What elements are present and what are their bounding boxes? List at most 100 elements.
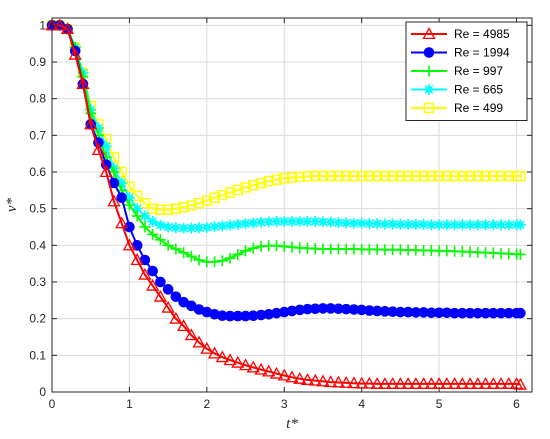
asterisk-d2 — [279, 217, 289, 226]
asterisk-d2 — [349, 218, 359, 228]
data-point — [246, 360, 260, 373]
data-point — [271, 174, 282, 185]
asterisk-d2 — [442, 220, 452, 230]
data-point — [254, 362, 268, 375]
asterisk-d2 — [516, 220, 525, 230]
data-point — [116, 192, 127, 203]
asterisk-d2 — [365, 219, 374, 229]
data-point — [394, 218, 406, 230]
x-axis-label: t* — [286, 416, 298, 432]
data-point — [418, 170, 429, 182]
data-point — [471, 377, 485, 389]
data-point — [162, 221, 174, 233]
y-tick-label: 0.1 — [29, 348, 46, 362]
x-tick-label: 5 — [436, 397, 443, 411]
asterisk-d2 — [481, 220, 490, 230]
x-tick-label: 2 — [203, 397, 210, 411]
data-point — [379, 218, 391, 230]
data-point — [494, 377, 508, 389]
data-point — [232, 249, 244, 260]
data-point — [122, 238, 137, 251]
data-point — [139, 221, 151, 233]
asterisk-d2 — [504, 220, 514, 230]
data-point — [147, 265, 158, 277]
data-point — [379, 170, 391, 182]
data-point — [293, 371, 307, 384]
data-point — [162, 284, 174, 295]
data-point — [201, 195, 213, 206]
data-point — [162, 239, 174, 251]
asterisk-d2 — [295, 217, 305, 226]
data-point — [449, 170, 460, 182]
data-point — [393, 377, 407, 389]
data-point — [240, 245, 252, 257]
x-tick-label: 0 — [49, 397, 56, 411]
asterisk-d2 — [424, 85, 434, 94]
data-point — [286, 216, 298, 227]
data-point — [193, 197, 205, 209]
data-point — [123, 199, 135, 211]
data-point — [286, 172, 298, 183]
data-point — [486, 377, 500, 389]
asterisk-d2 — [272, 217, 281, 226]
asterisk-d2 — [264, 217, 274, 227]
data-point — [124, 221, 135, 233]
asterisk-d2 — [496, 220, 506, 230]
x-tick-label: 1 — [126, 397, 133, 411]
data-point — [362, 376, 377, 389]
data-point — [147, 216, 159, 227]
y-tick-label: 0.9 — [29, 55, 46, 69]
data-point — [457, 170, 468, 182]
asterisk-d2 — [357, 218, 367, 228]
data-point — [364, 170, 375, 182]
x-tick-label: 3 — [281, 397, 288, 411]
data-point — [410, 170, 422, 182]
asterisk-d2 — [202, 223, 212, 232]
asterisk-d2 — [210, 222, 219, 231]
data-point — [262, 364, 276, 377]
data-point — [138, 267, 152, 280]
data-point — [223, 353, 237, 366]
legend-marker — [423, 65, 435, 77]
series-layer — [45, 18, 527, 390]
data-point — [240, 182, 251, 193]
data-point — [207, 346, 222, 359]
data-point — [487, 219, 499, 231]
data-point — [209, 256, 221, 268]
data-point — [464, 170, 476, 182]
legend-label: Re = 1994 — [454, 46, 510, 60]
y-tick-label: 0.3 — [29, 275, 46, 289]
legend-label: Re = 997 — [454, 64, 503, 78]
data-point — [325, 170, 336, 182]
y-tick-label: 1 — [39, 18, 46, 32]
data-point — [53, 18, 67, 31]
data-point — [185, 222, 197, 234]
x-tick-label: 4 — [358, 397, 365, 411]
data-point — [395, 170, 406, 182]
data-point — [177, 319, 191, 332]
data-point — [154, 234, 166, 246]
asterisk-d2 — [233, 220, 243, 229]
asterisk-d2 — [419, 220, 428, 229]
legend-marker — [423, 84, 435, 95]
data-point — [248, 179, 259, 191]
data-point — [371, 170, 383, 182]
data-point — [153, 289, 167, 302]
ticks: 0 1 2 3 4 5 6 0 0.1 0.2 0.3 0.4 0.5 0.6 0.7 0.8 0.9 1 — [29, 18, 532, 411]
data-point — [60, 22, 75, 35]
data-point — [340, 170, 352, 182]
data-point — [347, 376, 361, 389]
data-point — [409, 377, 423, 389]
data-point — [263, 175, 274, 187]
asterisk-d2 — [194, 223, 204, 233]
data-point — [68, 47, 82, 60]
data-point — [217, 189, 228, 201]
data-point — [324, 375, 338, 388]
asterisk-d2 — [241, 219, 250, 229]
legend-label: Re = 499 — [454, 101, 503, 115]
data-point — [426, 170, 437, 182]
data-point — [441, 219, 453, 231]
data-point — [401, 377, 415, 389]
asterisk-d2 — [372, 219, 382, 229]
data-point — [370, 377, 384, 389]
